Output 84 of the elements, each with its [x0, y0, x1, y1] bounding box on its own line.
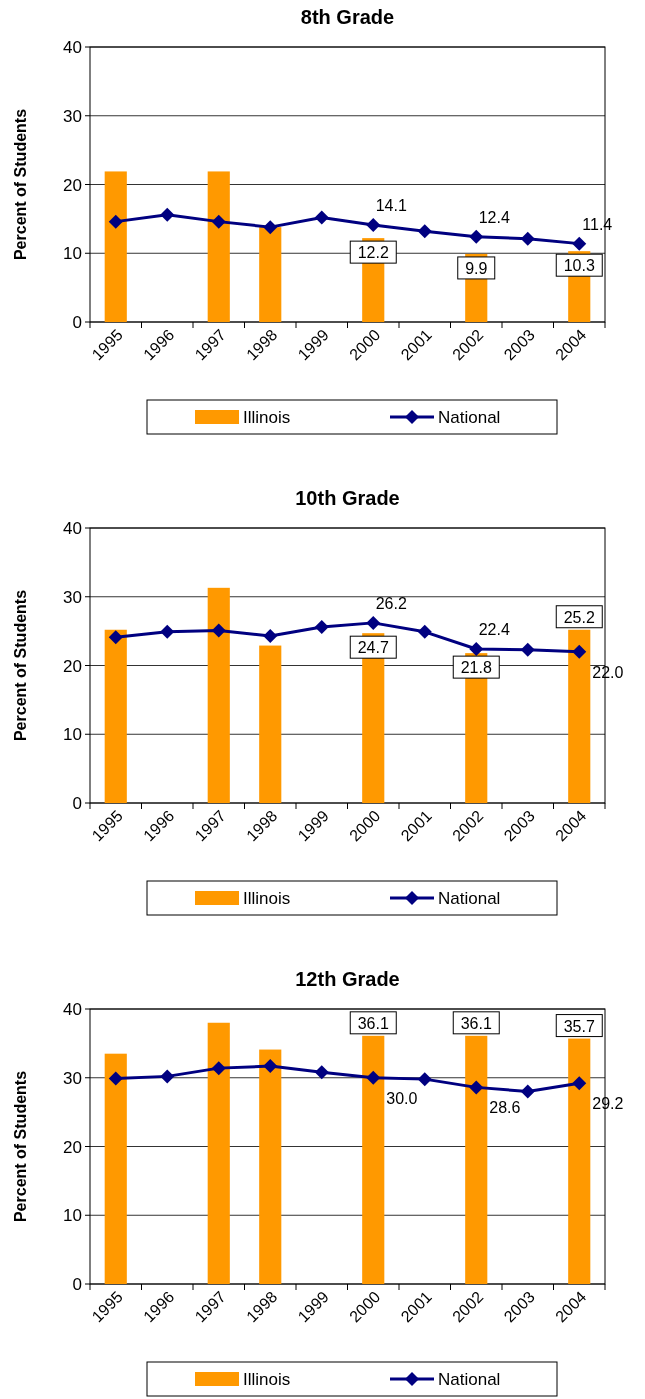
y-tick-label: 30 [63, 106, 82, 126]
point [108, 214, 123, 229]
point [572, 236, 587, 251]
point [211, 214, 226, 229]
bar [104, 1053, 127, 1284]
point [263, 220, 278, 235]
data-label: 12.4 [478, 208, 510, 226]
legend-label: National [438, 1370, 501, 1389]
point [469, 229, 484, 244]
point [417, 224, 432, 239]
bar [259, 1049, 282, 1284]
data-label: 30.0 [386, 1089, 418, 1107]
bar [207, 587, 230, 803]
data-label: 21.8 [460, 659, 492, 677]
point [314, 620, 329, 634]
y-tick-label: 40 [63, 519, 82, 538]
point [314, 210, 329, 225]
point [108, 1071, 123, 1086]
point [469, 642, 484, 656]
bar [259, 645, 282, 803]
point [263, 628, 278, 643]
y-tick-label: 10 [63, 725, 82, 745]
data-label: 22.4 [478, 621, 510, 638]
y-axis-title: Percent of Students [12, 108, 29, 261]
legend-label: National [438, 889, 501, 908]
y-tick-label: 40 [63, 38, 82, 57]
y-tick-label: 0 [72, 794, 82, 813]
chart-title: 8th Grade [300, 6, 395, 28]
legend-label: National [438, 408, 501, 427]
data-label: 12.2 [357, 244, 389, 262]
point [263, 1059, 278, 1074]
point [520, 231, 535, 246]
data-label: 28.6 [489, 1099, 521, 1117]
data-label: 36.1 [357, 1014, 389, 1032]
point [160, 207, 175, 222]
y-tick-label: 10 [63, 244, 82, 264]
point [366, 1070, 381, 1085]
y-tick-label: 0 [72, 313, 82, 332]
y-tick-label: 30 [63, 587, 82, 607]
point [211, 623, 226, 638]
data-label: 36.1 [460, 1014, 492, 1032]
point [211, 1061, 226, 1076]
point [108, 630, 123, 645]
point [160, 1069, 175, 1084]
bar [104, 171, 127, 322]
y-tick-label: 40 [63, 1000, 82, 1019]
data-label: 35.7 [563, 1017, 595, 1035]
y-tick-label: 20 [63, 1137, 82, 1157]
y-tick-label: 30 [63, 1068, 82, 1088]
bar [207, 171, 230, 322]
data-label: 25.2 [563, 608, 595, 626]
point [417, 624, 432, 639]
data-label: 9.9 [465, 259, 488, 277]
data-label: 14.1 [375, 197, 407, 215]
point [572, 1076, 587, 1091]
data-label: 29.2 [592, 1095, 624, 1113]
point [160, 624, 175, 639]
point [366, 615, 381, 630]
chart-title: 12th Grade [295, 968, 400, 990]
point [469, 1080, 484, 1095]
bar [259, 227, 282, 322]
data-label: 10.3 [563, 257, 595, 275]
point [314, 1065, 329, 1080]
y-tick-label: 20 [63, 656, 82, 676]
point [572, 644, 587, 659]
chart-title: 10th Grade [295, 487, 400, 509]
data-label: 26.2 [375, 594, 407, 612]
point [417, 1072, 432, 1087]
data-label: 22.0 [592, 663, 624, 681]
data-label: 24.7 [357, 639, 389, 657]
legend-label: Illinois [243, 408, 291, 427]
data-label: 11.4 [582, 215, 613, 233]
y-tick-label: 10 [63, 1206, 82, 1226]
bar [104, 629, 127, 803]
y-tick-label: 20 [63, 175, 82, 195]
bar [207, 1022, 230, 1284]
point [520, 642, 535, 657]
point [520, 1084, 535, 1099]
point [366, 218, 381, 233]
y-axis-title: Percent of Students [12, 589, 29, 742]
y-tick-label: 0 [72, 1275, 82, 1294]
legend-label: Illinois [243, 1370, 291, 1389]
y-axis-title: Percent of Students [12, 1070, 29, 1223]
legend-label: Illinois [243, 889, 291, 908]
